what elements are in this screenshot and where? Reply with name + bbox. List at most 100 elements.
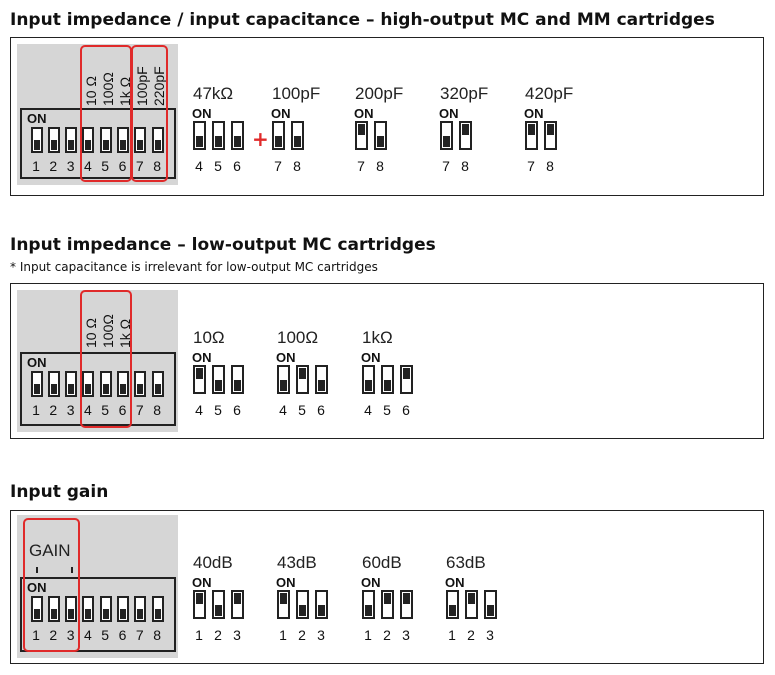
- switch-lever: [137, 140, 144, 150]
- switch-lever: [120, 384, 126, 394]
- switch-7: [355, 121, 368, 150]
- highlight-box: [80, 45, 132, 182]
- section-title: Input impedance / input capacitance – hi…: [10, 10, 715, 30]
- panel-switch-1: [30, 371, 43, 397]
- setting-label: 10Ω: [193, 328, 225, 347]
- switch-number: 8: [153, 627, 161, 643]
- dip-switch-block: [20, 108, 176, 179]
- switch-3: [315, 590, 328, 619]
- switch-lever: [468, 593, 475, 605]
- panel-switch-5: [99, 371, 112, 397]
- switch-number: 7: [527, 158, 535, 174]
- panel-switch-6: [117, 596, 129, 622]
- switch-lever: [299, 604, 306, 616]
- switch-lever: [299, 368, 306, 380]
- setting-label: 100Ω: [277, 328, 319, 347]
- switch-1: [446, 590, 459, 619]
- highlight-box: [131, 45, 168, 182]
- switch-4: [362, 365, 375, 394]
- on-label: ON: [192, 106, 212, 121]
- switch-lever: [365, 604, 372, 616]
- panel-switch-8: [151, 596, 164, 622]
- switch-3: [400, 590, 413, 619]
- switch-lever: [33, 609, 40, 619]
- switch-lever: [215, 135, 222, 147]
- panel-switch-5: [99, 596, 112, 622]
- switch-number: 6: [233, 402, 241, 418]
- switch-number: 1: [279, 627, 287, 643]
- switch-lever: [68, 384, 75, 394]
- switch-6: [231, 121, 244, 150]
- switch-number: 3: [66, 627, 75, 643]
- on-label: ON: [276, 350, 296, 365]
- switch-number: 1: [448, 627, 456, 643]
- on-label: ON: [361, 350, 381, 365]
- panel-switch-4: [82, 371, 95, 397]
- switch-number: 5: [214, 402, 222, 418]
- switch-lever: [234, 135, 241, 147]
- panel-switch-8: [151, 127, 164, 153]
- gain-label: GAIN: [29, 541, 71, 560]
- switch-4: [193, 121, 206, 150]
- switch-7: [272, 121, 285, 150]
- on-label: ON: [445, 575, 465, 590]
- switch-lever: [403, 593, 410, 605]
- switch-lever: [85, 609, 92, 619]
- setting-label: 100pF: [272, 84, 321, 103]
- switch-7: [440, 121, 453, 150]
- switch-number: 6: [233, 158, 241, 174]
- setting-label: 200pF: [355, 84, 404, 103]
- switch-lever: [33, 384, 40, 394]
- switch-lever: [102, 384, 109, 394]
- switch-8: [459, 121, 472, 150]
- switch-number: 3: [402, 627, 410, 643]
- switch-number: 7: [135, 402, 144, 418]
- switch-number: 2: [383, 627, 391, 643]
- switch-lever: [215, 379, 222, 391]
- switch-lever: [234, 593, 241, 605]
- switch-lever: [154, 384, 161, 394]
- setting-label: 420pF: [525, 84, 574, 103]
- switch-5: [212, 121, 225, 150]
- switch-number: 2: [467, 627, 475, 643]
- switch-number: 1: [32, 627, 40, 643]
- on-label: ON: [361, 575, 381, 590]
- switch-lever: [294, 135, 301, 147]
- panel-switch-2: [47, 371, 60, 397]
- setting-label: 63dB: [446, 553, 486, 572]
- dip-switch-block: [20, 352, 176, 426]
- switch-number: 1: [195, 627, 203, 643]
- switch-number: 6: [118, 158, 127, 174]
- switch-number: 2: [214, 627, 222, 643]
- section-box: [10, 37, 764, 196]
- panel-switch-2: [47, 127, 60, 153]
- switch-number: 6: [317, 402, 325, 418]
- panel-switch-6: [117, 127, 129, 153]
- switch-lever: [234, 379, 241, 391]
- switch-lever: [365, 379, 372, 391]
- switch-number: 7: [274, 158, 282, 174]
- switch-lever: [120, 140, 126, 150]
- section-note: * Input capacitance is irrelevant for lo…: [10, 260, 378, 274]
- switch-6: [400, 365, 413, 394]
- switch-number: 1: [32, 402, 40, 418]
- panel-switch-2: [47, 596, 60, 622]
- switch-number: 3: [486, 627, 494, 643]
- switch-number: 4: [279, 402, 287, 418]
- switch-2: [381, 590, 394, 619]
- switch-3: [484, 590, 497, 619]
- switch-lever: [318, 379, 325, 391]
- panel-switch-4: [82, 127, 95, 153]
- switch-lever: [443, 135, 450, 147]
- switch-number: 5: [383, 402, 391, 418]
- switch-lever: [215, 604, 222, 616]
- panel-switch-3: [65, 127, 78, 153]
- switch-number: 7: [135, 627, 144, 643]
- setting-label: 40dB: [193, 553, 233, 572]
- switch-number: 4: [83, 627, 92, 643]
- switch-number: 3: [66, 158, 75, 174]
- switch-number: 5: [101, 402, 110, 418]
- switch-lever: [154, 140, 161, 150]
- switch-lever: [85, 140, 92, 150]
- on-label: ON: [271, 106, 291, 121]
